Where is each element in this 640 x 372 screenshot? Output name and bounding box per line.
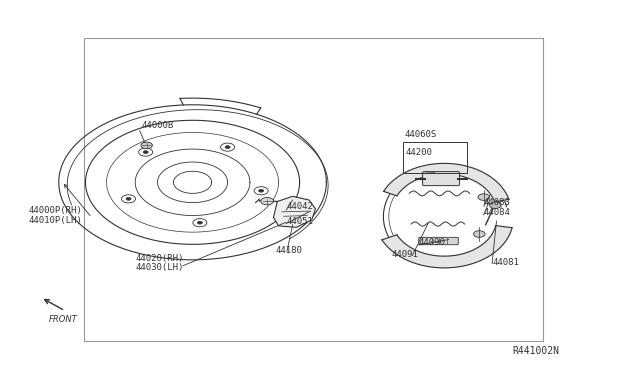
Text: 44010P(LH): 44010P(LH) [28,216,82,225]
Text: 44083: 44083 [484,198,511,207]
Text: 44200: 44200 [405,148,432,157]
FancyBboxPatch shape [422,171,460,186]
Text: 44081: 44081 [492,259,519,267]
Text: 44051: 44051 [286,217,313,226]
Text: 44090: 44090 [419,238,445,247]
Text: R441002N: R441002N [512,346,559,356]
Polygon shape [382,226,512,268]
Text: FRONT: FRONT [49,315,77,324]
Circle shape [478,194,490,201]
Circle shape [259,189,264,192]
Circle shape [221,143,235,151]
Circle shape [193,219,207,227]
Circle shape [225,146,230,148]
Circle shape [143,151,148,154]
Text: 44020(RH): 44020(RH) [135,254,184,263]
Text: 44030(LH): 44030(LH) [135,263,184,272]
Polygon shape [383,163,509,202]
Text: 44180: 44180 [275,246,302,255]
Circle shape [197,221,202,224]
Bar [403,142,467,173]
Text: 44042: 44042 [286,202,313,211]
Bar [84,38,543,341]
Text: 44060S: 44060S [404,130,436,139]
Circle shape [474,231,485,237]
Circle shape [254,187,268,195]
Circle shape [490,202,501,209]
Text: 44000B: 44000B [141,121,174,130]
Text: 44000P(RH): 44000P(RH) [28,206,82,215]
Polygon shape [273,196,316,227]
Circle shape [139,148,153,156]
Text: 44091: 44091 [392,250,419,259]
Circle shape [260,198,273,205]
Text: 44084: 44084 [484,208,511,217]
FancyBboxPatch shape [419,237,458,245]
Circle shape [126,198,131,200]
Circle shape [122,195,136,203]
Circle shape [141,142,152,149]
